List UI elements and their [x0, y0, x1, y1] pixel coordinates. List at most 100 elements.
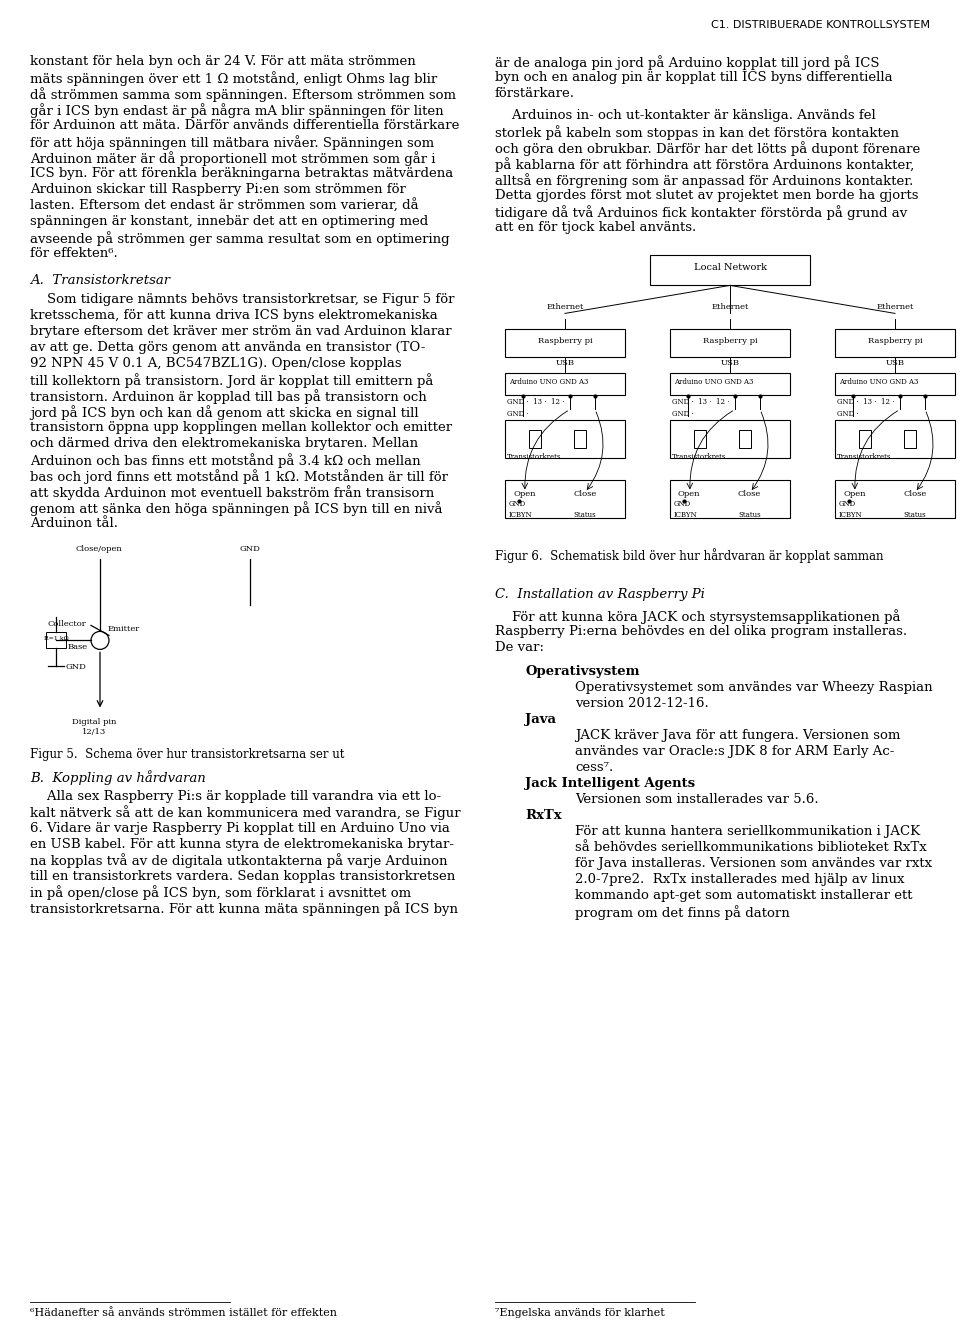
Bar: [574, 431, 586, 448]
Text: GND ·  13 ·  12 ·: GND · 13 · 12 ·: [672, 399, 730, 407]
Bar: [835, 480, 955, 518]
Bar: [670, 329, 790, 357]
Text: De var:: De var:: [495, 641, 544, 654]
Text: Open: Open: [513, 491, 536, 498]
Text: Close: Close: [738, 491, 761, 498]
Text: Arduinon tål.: Arduinon tål.: [30, 518, 118, 530]
Text: Close/open: Close/open: [75, 546, 122, 554]
Text: transistorn. Arduinon är kopplad till bas på transistorn och: transistorn. Arduinon är kopplad till ba…: [30, 389, 427, 404]
Text: en USB kabel. För att kunna styra de elektromekaniska brytar-: en USB kabel. För att kunna styra de ele…: [30, 838, 454, 851]
Text: användes var Oracle:s JDK 8 for ARM Early Ac-: användes var Oracle:s JDK 8 for ARM Earl…: [575, 745, 895, 759]
Text: lasten. Eftersom det endast är strömmen som varierar, då: lasten. Eftersom det endast är strömmen …: [30, 199, 419, 213]
Text: Operativsystem: Operativsystem: [525, 665, 639, 678]
Text: brytare eftersom det kräver mer ström än vad Arduinon klarar: brytare eftersom det kräver mer ström än…: [30, 325, 451, 339]
Text: Transistorkrets: Transistorkrets: [507, 454, 562, 462]
Text: program om det finns på datorn: program om det finns på datorn: [575, 906, 790, 921]
Text: GND: GND: [839, 500, 856, 508]
Text: Digital pin: Digital pin: [72, 719, 116, 727]
Text: För att kunna köra JACK och styrsystemsapplikationen på: För att kunna köra JACK och styrsystemsa…: [495, 609, 900, 624]
Bar: [505, 373, 625, 396]
Text: mäts spänningen över ett 1 Ω motstånd, enligt Ohms lag blir: mäts spänningen över ett 1 Ω motstånd, e…: [30, 71, 437, 86]
Text: Jack Intelligent Agents: Jack Intelligent Agents: [525, 777, 695, 791]
Text: USB: USB: [556, 360, 574, 368]
Text: för Arduinon att mäta. Därför används differentiella förstärkare: för Arduinon att mäta. Därför används di…: [30, 119, 460, 132]
Bar: [46, 633, 66, 649]
Text: ICBYN: ICBYN: [674, 511, 698, 519]
Text: konstant för hela byn och är 24 V. För att mäta strömmen: konstant för hela byn och är 24 V. För a…: [30, 55, 416, 68]
Text: Arduinos in- och ut-kontakter är känsliga. Används fel: Arduinos in- och ut-kontakter är känslig…: [495, 110, 876, 122]
Text: för Java installeras. Versionen som användes var rxtx: för Java installeras. Versionen som anvä…: [575, 858, 932, 870]
Text: avseende på strömmen ger samma resultat som en optimering: avseende på strömmen ger samma resultat …: [30, 231, 449, 246]
Text: GND ·: GND ·: [837, 411, 858, 419]
Text: USB: USB: [885, 360, 904, 368]
Text: av att ge. Detta görs genom att använda en transistor (TO-: av att ge. Detta görs genom att använda …: [30, 341, 425, 355]
Text: Arduino UNO GND A3: Arduino UNO GND A3: [509, 379, 588, 387]
Text: och därmed driva den elektromekaniska brytaren. Mellan: och därmed driva den elektromekaniska br…: [30, 438, 419, 451]
Text: version 2012-12-16.: version 2012-12-16.: [575, 697, 708, 710]
Text: Transistorkrets: Transistorkrets: [672, 454, 727, 462]
Text: Base: Base: [68, 644, 88, 652]
Text: jord på ICS byn och kan då genom att skicka en signal till: jord på ICS byn och kan då genom att ski…: [30, 405, 419, 420]
Text: genom att sänka den höga spänningen på ICS byn till en nivå: genom att sänka den höga spänningen på I…: [30, 502, 443, 516]
Text: Java: Java: [525, 713, 556, 727]
Bar: [505, 420, 625, 459]
Text: ICS byn. För att förenkla beräkningarna betraktas mätvärdena: ICS byn. För att förenkla beräkningarna …: [30, 167, 453, 181]
Text: kalt nätverk så att de kan kommunicera med varandra, se Figur: kalt nätverk så att de kan kommunicera m…: [30, 805, 461, 820]
Text: Collector: Collector: [48, 621, 86, 629]
Text: Arduinon skickar till Raspberry Pi:en som strömmen för: Arduinon skickar till Raspberry Pi:en so…: [30, 183, 406, 195]
Text: spänningen är konstant, innebär det att en optimering med: spänningen är konstant, innebär det att …: [30, 215, 428, 227]
Text: 12/13: 12/13: [82, 728, 107, 736]
Text: Raspberry pi: Raspberry pi: [703, 337, 757, 345]
Bar: [670, 373, 790, 396]
Text: så behövdes seriellkommunikations biblioteket RxTx: så behövdes seriellkommunikations biblio…: [575, 842, 926, 854]
Bar: [835, 420, 955, 459]
Text: Ethernet: Ethernet: [546, 304, 584, 312]
Text: Arduino UNO GND A3: Arduino UNO GND A3: [839, 379, 919, 387]
Text: R=1 kΩ: R=1 kΩ: [44, 637, 69, 641]
Text: att skydda Arduinon mot eventuell bakström från transisorn: att skydda Arduinon mot eventuell bakstr…: [30, 486, 434, 500]
Bar: [670, 420, 790, 459]
Text: alltså en förgrening som är anpassad för Arduinons kontakter.: alltså en förgrening som är anpassad för…: [495, 174, 913, 189]
Text: på kablarna för att förhindra att förstöra Arduinons kontakter,: på kablarna för att förhindra att förstö…: [495, 158, 914, 173]
Text: För att kunna hantera seriellkommunikation i JACK: För att kunna hantera seriellkommunikati…: [575, 826, 920, 838]
Text: kommando apt-get som automatiskt installerar ett: kommando apt-get som automatiskt install…: [575, 890, 913, 902]
Text: Arduino UNO GND A3: Arduino UNO GND A3: [674, 379, 754, 387]
Text: Close: Close: [573, 491, 596, 498]
Text: Raspberry Pi:erna behövdes en del olika program installeras.: Raspberry Pi:erna behövdes en del olika …: [495, 625, 907, 638]
Text: Ethernet: Ethernet: [711, 304, 749, 312]
Text: GND ·: GND ·: [507, 411, 529, 419]
Text: C1. DISTRIBUERADE KONTROLLSYSTEM: C1. DISTRIBUERADE KONTROLLSYSTEM: [711, 20, 930, 29]
Text: Detta gjordes först mot slutet av projektet men borde ha gjorts: Detta gjordes först mot slutet av projek…: [495, 190, 919, 202]
Text: kretsschema, för att kunna driva ICS byns elektromekaniska: kretsschema, för att kunna driva ICS byn…: [30, 309, 438, 322]
Bar: [835, 373, 955, 396]
Text: tidigare då två Arduinos fick kontakter förstörda på grund av: tidigare då två Arduinos fick kontakter …: [495, 206, 907, 221]
Bar: [505, 480, 625, 518]
Text: Arduinon mäter är då proportionell mot strömmen som går i: Arduinon mäter är då proportionell mot s…: [30, 151, 436, 166]
Text: och göra den obrukbar. Därför har det lötts på dupont förenare: och göra den obrukbar. Därför har det lö…: [495, 142, 921, 157]
Bar: [694, 431, 706, 448]
Text: GND: GND: [509, 500, 526, 508]
Text: ICBYN: ICBYN: [509, 511, 533, 519]
Text: USB: USB: [721, 360, 739, 368]
Text: RxTx: RxTx: [525, 809, 562, 822]
Text: transistorkretsarna. För att kunna mäta spänningen på ICS byn: transistorkretsarna. För att kunna mäta …: [30, 902, 458, 917]
Text: Emitter: Emitter: [108, 625, 140, 633]
Text: Raspberry pi: Raspberry pi: [538, 337, 592, 345]
Bar: [529, 431, 541, 448]
Text: 6. Vidare är varje Raspberry Pi kopplat till en Arduino Uno via: 6. Vidare är varje Raspberry Pi kopplat …: [30, 822, 450, 835]
Text: GND: GND: [240, 546, 261, 554]
Text: GND ·  13 ·  12 ·: GND · 13 · 12 ·: [837, 399, 895, 407]
Text: Figur 6.  Schematisk bild över hur hårdvaran är kopplat samman: Figur 6. Schematisk bild över hur hårdva…: [495, 549, 883, 563]
Text: na kopplas två av de digitala utkontakterna på varje Arduinon: na kopplas två av de digitala utkontakte…: [30, 854, 447, 868]
Text: Transistorkrets: Transistorkrets: [837, 454, 892, 462]
Bar: [835, 329, 955, 357]
Text: A.  Transistorkretsar: A. Transistorkretsar: [30, 274, 170, 288]
Text: Open: Open: [843, 491, 866, 498]
Bar: [904, 431, 916, 448]
Text: transistorn öppna upp kopplingen mellan kollektor och emitter: transistorn öppna upp kopplingen mellan …: [30, 421, 452, 435]
Text: Status: Status: [903, 511, 925, 519]
Text: Raspberry pi: Raspberry pi: [868, 337, 923, 345]
Text: 92 NPN 45 V 0.1 A, BC547BZL1G). Open/close kopplas: 92 NPN 45 V 0.1 A, BC547BZL1G). Open/clo…: [30, 357, 401, 371]
Text: in på open/close på ICS byn, som förklarat i avsnittet om: in på open/close på ICS byn, som förklar…: [30, 886, 411, 900]
Text: är de analoga pin jord på Arduino kopplat till jord på ICS: är de analoga pin jord på Arduino koppla…: [495, 55, 879, 70]
